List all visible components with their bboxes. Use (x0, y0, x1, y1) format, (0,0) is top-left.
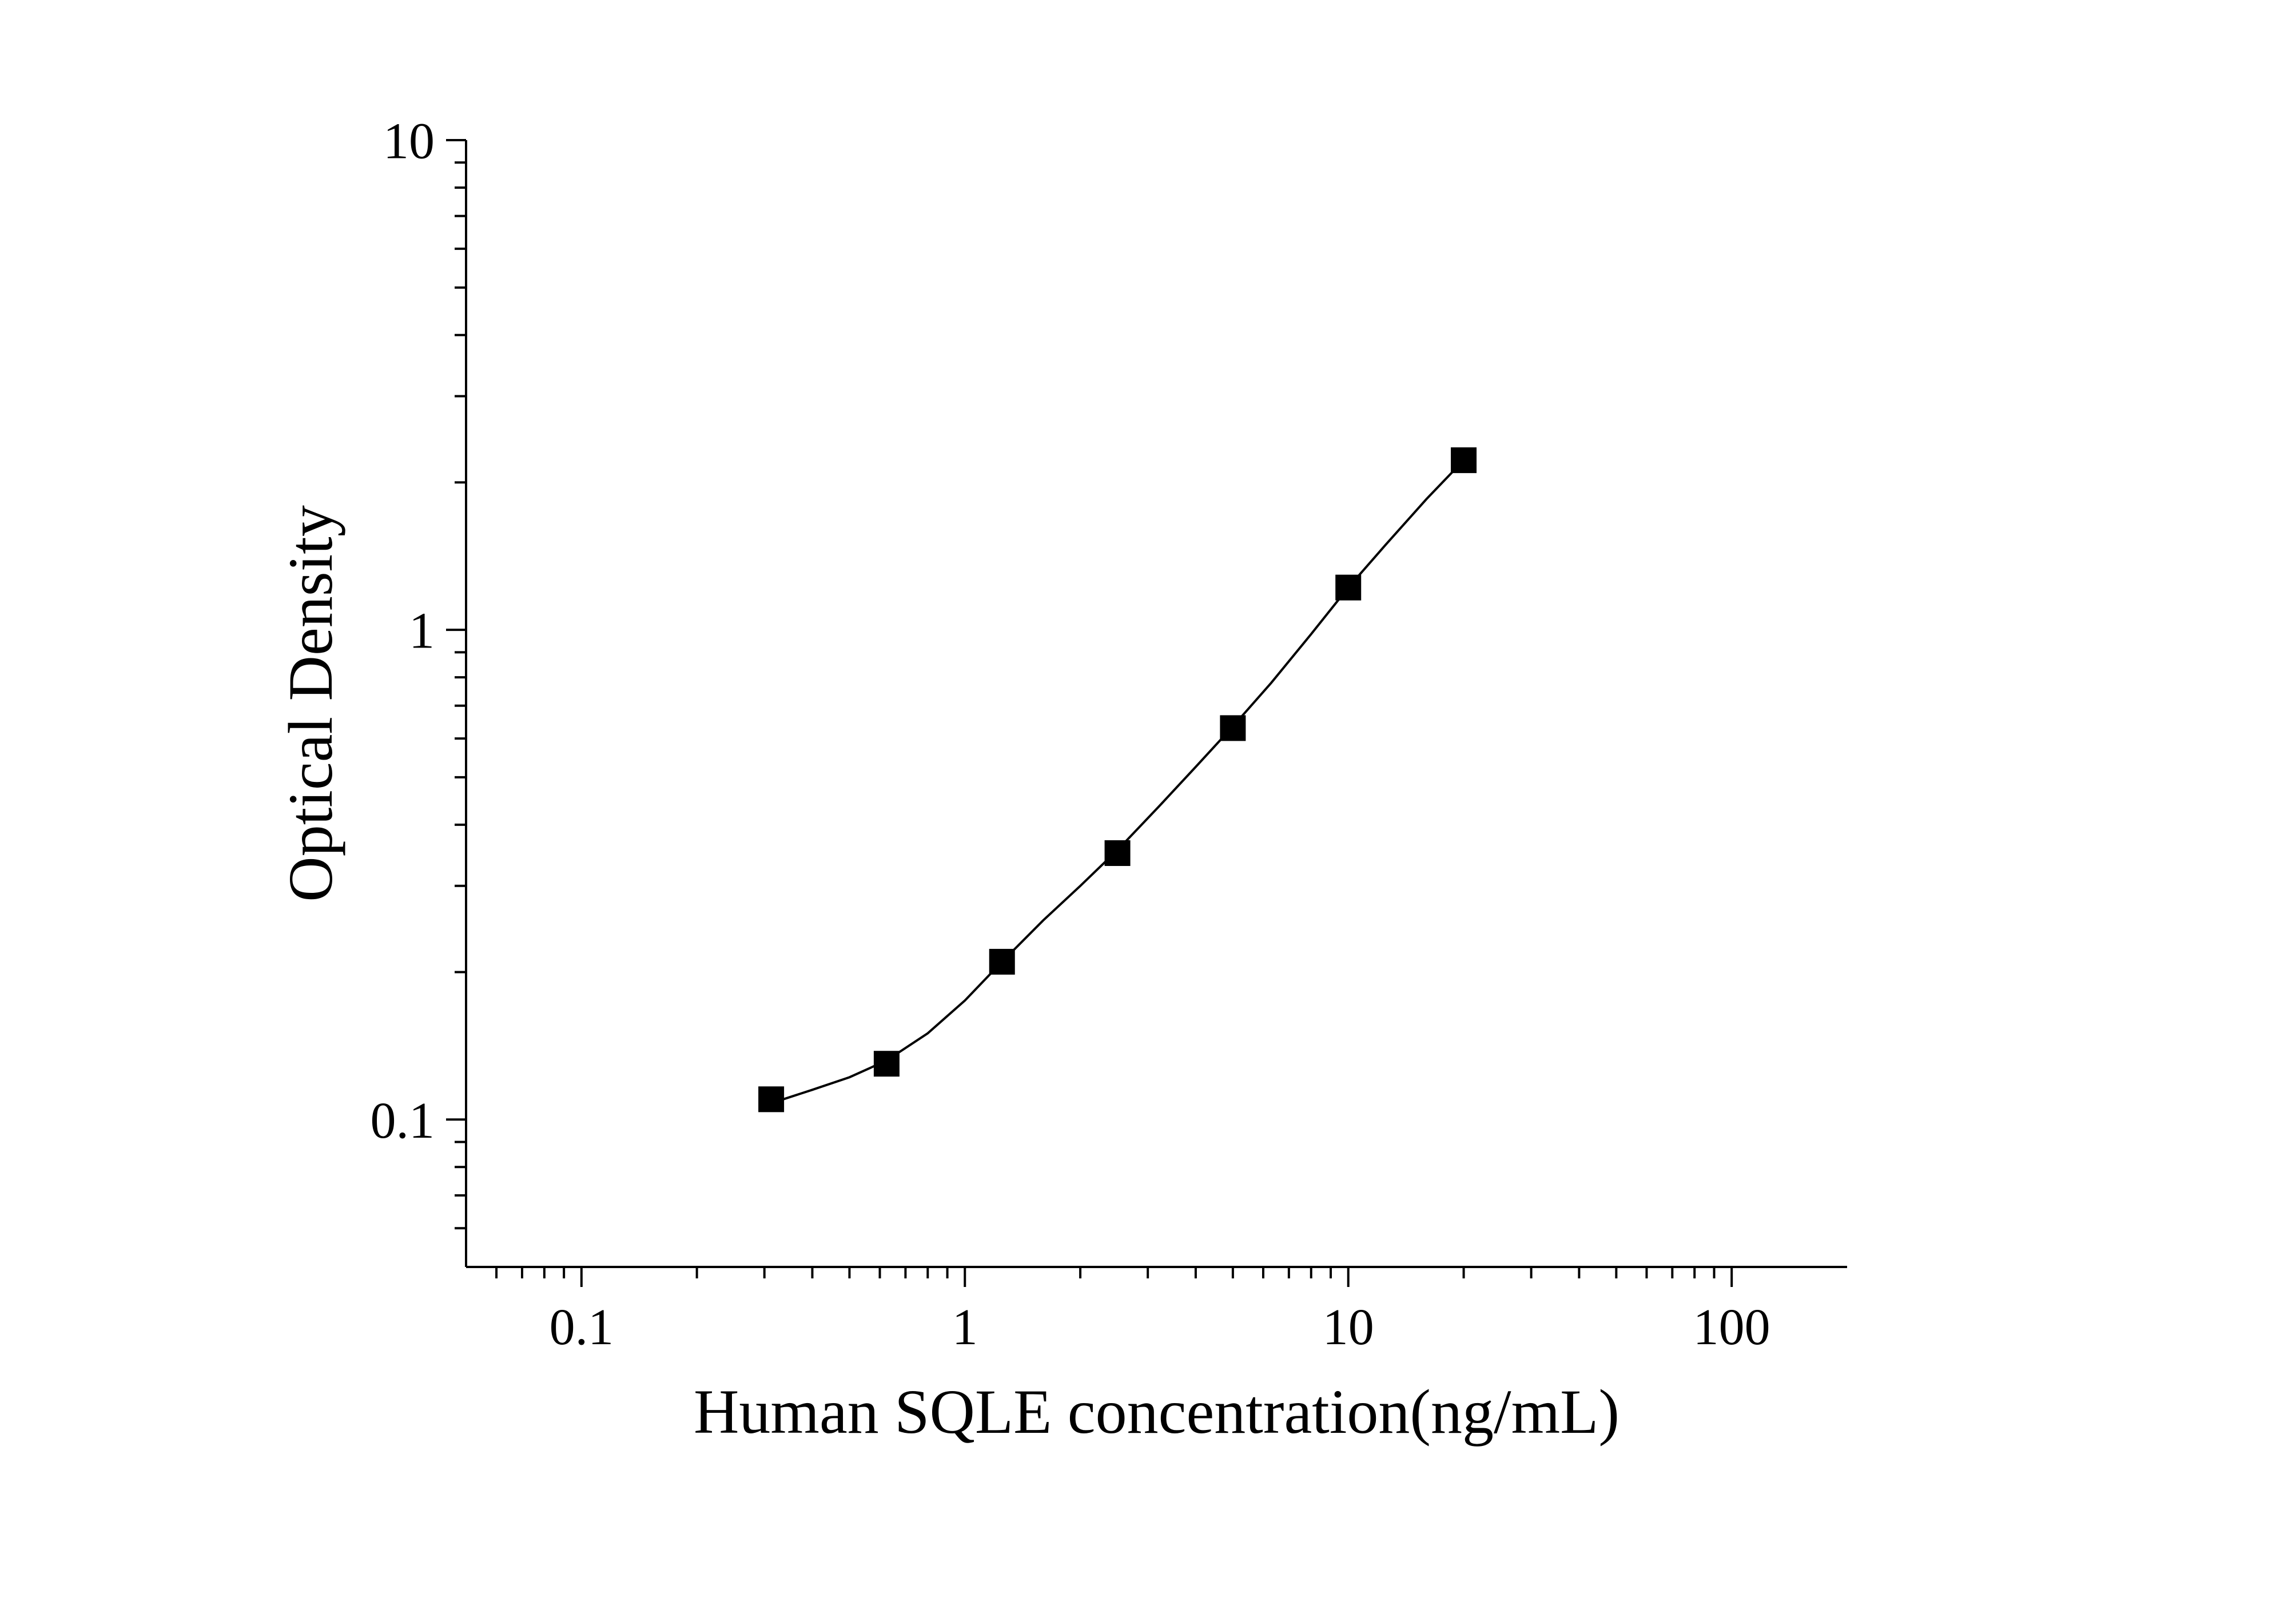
data-marker (1105, 840, 1130, 865)
x-axis-label: Human SQLE concentration(ng/mL) (694, 1377, 1619, 1447)
data-marker (759, 1087, 784, 1112)
data-marker (1220, 716, 1246, 741)
chart-container: 0.1 1 10 100 0.1 1 10 Human SQLE concentration(… (0, 0, 2296, 1605)
x-tick-label: 1 (952, 1299, 978, 1356)
data-marker (989, 949, 1014, 974)
y-tick-label: 10 (383, 113, 435, 170)
data-marker (1451, 448, 1477, 473)
x-tick-label: 0.1 (550, 1299, 614, 1356)
chart-svg: 0.1 1 10 100 0.1 1 10 Human SQLE concentration(… (0, 0, 2296, 1605)
y-axis-label: Optical Density (276, 505, 345, 901)
x-tick-label: 10 (1323, 1299, 1374, 1356)
data-marker (874, 1051, 899, 1076)
x-tick-label: 100 (1693, 1299, 1770, 1356)
data-marker (1336, 575, 1361, 600)
y-tick-label: 0.1 (371, 1092, 435, 1149)
y-tick-label: 1 (409, 603, 435, 660)
